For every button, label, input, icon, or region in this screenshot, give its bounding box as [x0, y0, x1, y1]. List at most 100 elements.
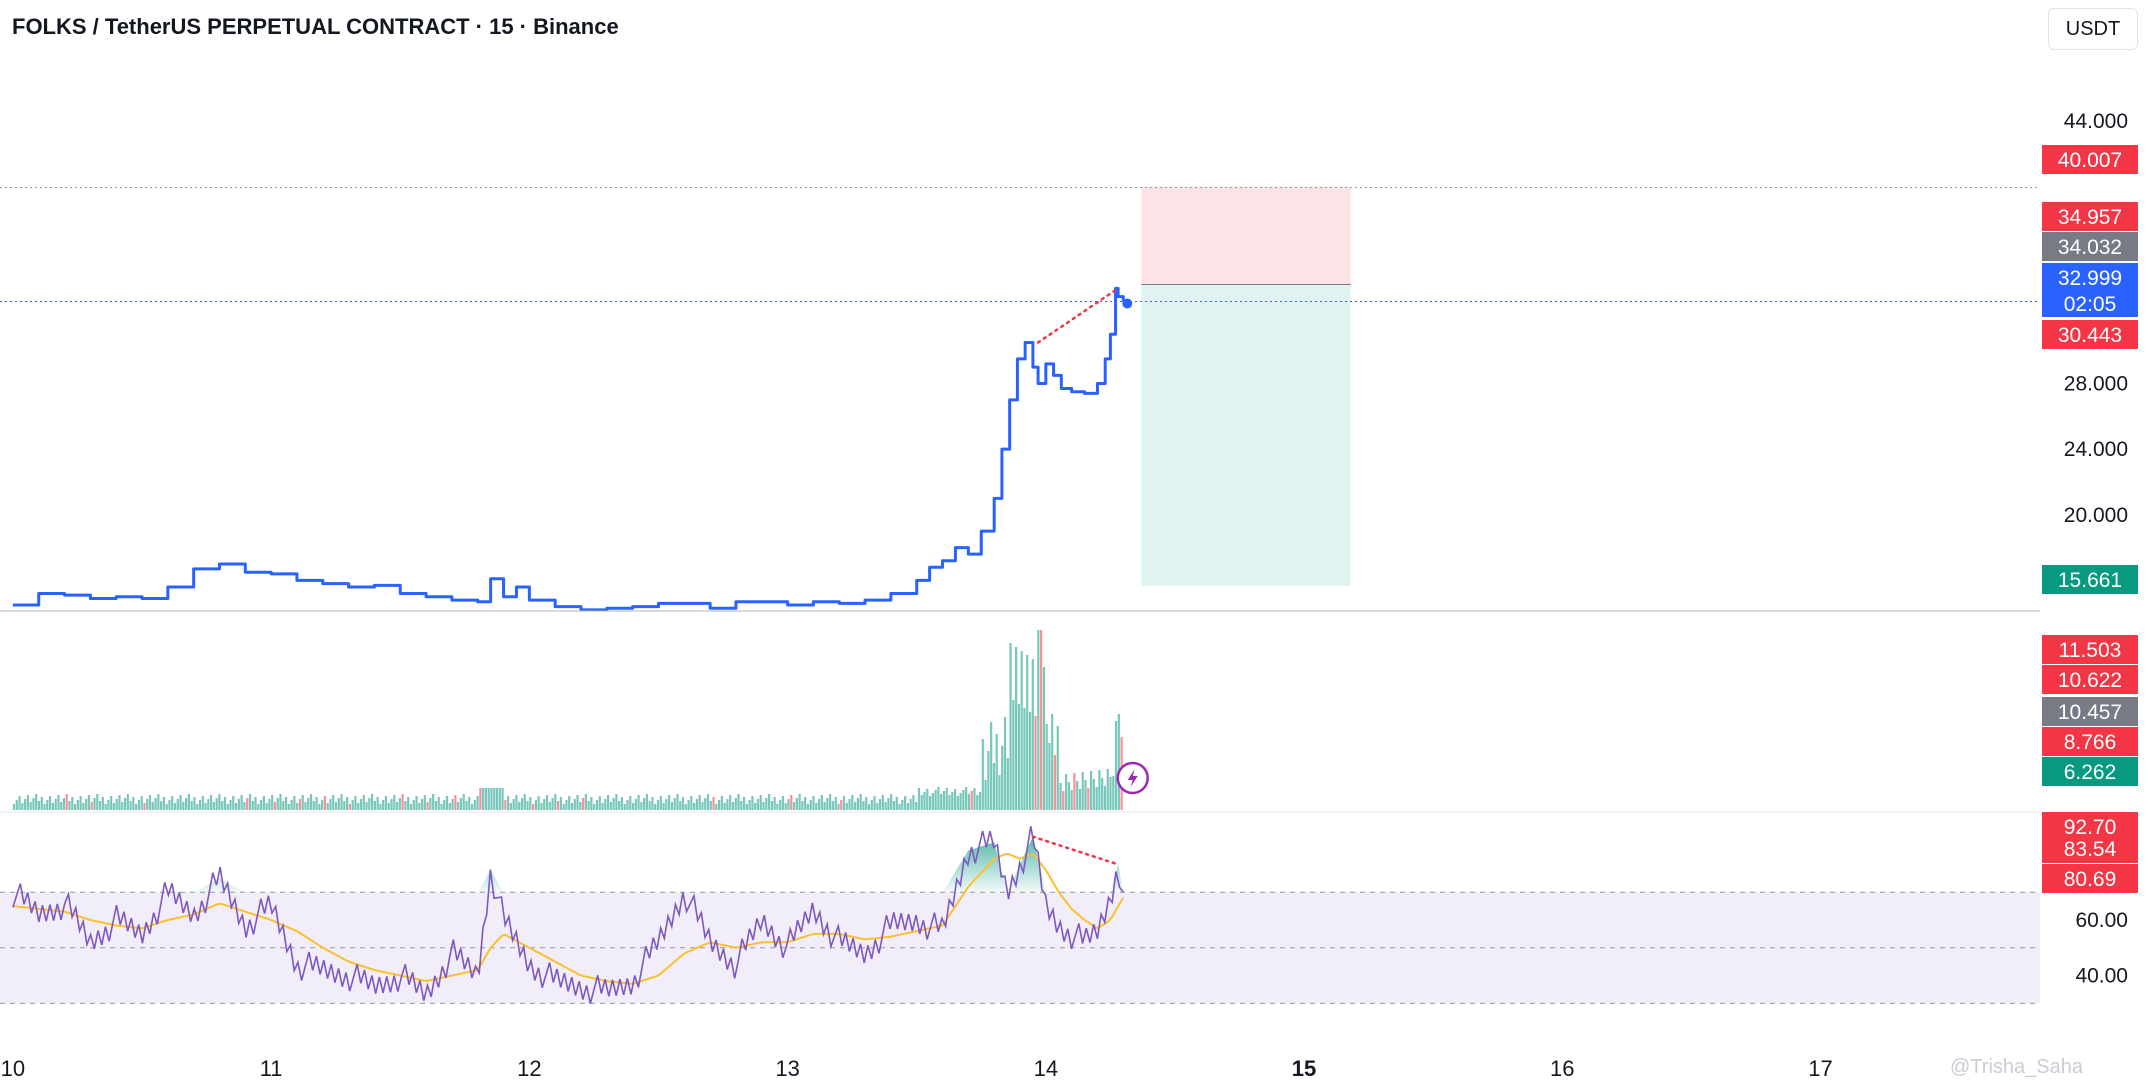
volume-bar — [1081, 772, 1084, 810]
volume-bar — [443, 800, 446, 810]
volume-bar — [18, 796, 21, 810]
volume-bar — [640, 802, 643, 810]
volume-bar — [690, 796, 693, 810]
volume-bar — [448, 803, 451, 810]
badge-background — [2042, 263, 2138, 317]
volume-bar — [237, 799, 240, 810]
volume-bar — [107, 800, 110, 810]
volume-bar — [565, 800, 568, 810]
volume-bar — [754, 803, 757, 810]
volume-bar — [976, 795, 979, 810]
stop-loss-zone[interactable] — [1141, 186, 1351, 285]
take-profit-zone[interactable] — [1141, 284, 1351, 586]
volume-bar — [98, 801, 102, 810]
currency-selector-button[interactable]: USDT — [2048, 8, 2138, 50]
volume-bar — [40, 797, 43, 810]
volume-bar — [942, 791, 946, 810]
volume-bar — [532, 804, 535, 810]
price-scale-badge: 15.661 — [2042, 565, 2138, 594]
volume-bar — [487, 788, 490, 810]
volume-bar — [1020, 651, 1023, 810]
volume-bar — [1098, 770, 1101, 810]
volume-bar — [726, 799, 729, 810]
volume-bar — [673, 798, 676, 810]
volume-bar — [68, 801, 71, 810]
volume-bar — [945, 788, 948, 810]
volume-bar — [679, 801, 682, 810]
volume-bar — [32, 798, 35, 810]
volume-bar — [1009, 643, 1012, 810]
volume-bar — [668, 795, 671, 810]
volume-bar — [648, 801, 651, 810]
volume-bar — [931, 793, 934, 810]
volume-bar — [440, 804, 443, 810]
volume-bar — [906, 803, 909, 810]
rsi-overbought-fill — [12, 836, 1124, 893]
volume-bar — [343, 801, 346, 810]
volume-bar — [268, 799, 271, 810]
volume-bar — [540, 803, 543, 810]
volume-bar — [459, 798, 463, 810]
volume-bar — [917, 788, 921, 810]
volume-bar — [612, 798, 615, 810]
volume-bar — [21, 803, 24, 810]
volume-bar — [826, 798, 829, 810]
volume-bar — [507, 796, 510, 810]
volume-bar — [304, 802, 307, 810]
price-scale-badge: 8.766 — [2042, 727, 2138, 756]
volume-bar — [1059, 783, 1062, 810]
volume-bar — [1015, 647, 1018, 810]
price-series-line — [12, 286, 1125, 612]
volume-bar — [126, 794, 129, 810]
volume-bar — [351, 800, 354, 810]
badge-label: 32.999 — [2058, 267, 2122, 290]
volume-bar — [573, 799, 576, 810]
volume-bar — [334, 802, 338, 810]
badge-background — [2042, 145, 2138, 174]
price-scale-labels: 40.007 34.957 34.032 32.999 02:05 30.443 15.66… — [2042, 145, 2138, 893]
volume-bar — [867, 804, 871, 810]
badge-background — [2042, 232, 2138, 261]
volume-bar — [1053, 755, 1057, 810]
volume-bar — [792, 802, 796, 810]
volume-bar — [484, 788, 488, 810]
volume-bar — [990, 722, 993, 810]
volume-bar — [984, 780, 987, 810]
volume-bar — [1092, 779, 1095, 810]
short-position-tool[interactable] — [1141, 186, 1351, 586]
volume-bar — [495, 788, 499, 810]
volume-bar — [762, 802, 765, 810]
price-axis-tick-label: 20.000 — [2064, 504, 2128, 527]
volume-bar — [387, 803, 390, 810]
volume-bar — [243, 802, 246, 810]
volume-bar — [1087, 788, 1090, 810]
volume-bar — [903, 796, 907, 810]
volume-bar — [151, 802, 154, 810]
volume-bar — [859, 794, 862, 810]
volume-bar — [404, 801, 407, 810]
volume-bar — [784, 803, 787, 810]
volume-bar — [978, 792, 982, 810]
volume-bar — [171, 796, 174, 810]
volume-bar — [520, 798, 524, 810]
volume-bar — [706, 794, 710, 810]
volume-bar — [742, 797, 746, 810]
volume-bar — [1048, 743, 1051, 810]
volume-bar — [823, 802, 826, 810]
volume-bar — [1023, 708, 1026, 810]
volume-bar — [1070, 790, 1073, 810]
volume-bar — [842, 796, 846, 810]
volume-bar — [362, 795, 365, 810]
volume-bar — [168, 800, 171, 810]
volume-bar — [1051, 714, 1054, 810]
volume-bar — [767, 794, 771, 810]
volume-bar — [198, 800, 202, 810]
volume-bar — [1040, 630, 1043, 810]
volume-bar — [1106, 769, 1109, 810]
badge-label: 8.766 — [2064, 731, 2117, 754]
price-scale-badge: 10.622 — [2042, 665, 2138, 694]
volume-bar — [429, 798, 432, 810]
volume-bar — [54, 799, 57, 810]
volume-bar — [604, 799, 607, 810]
